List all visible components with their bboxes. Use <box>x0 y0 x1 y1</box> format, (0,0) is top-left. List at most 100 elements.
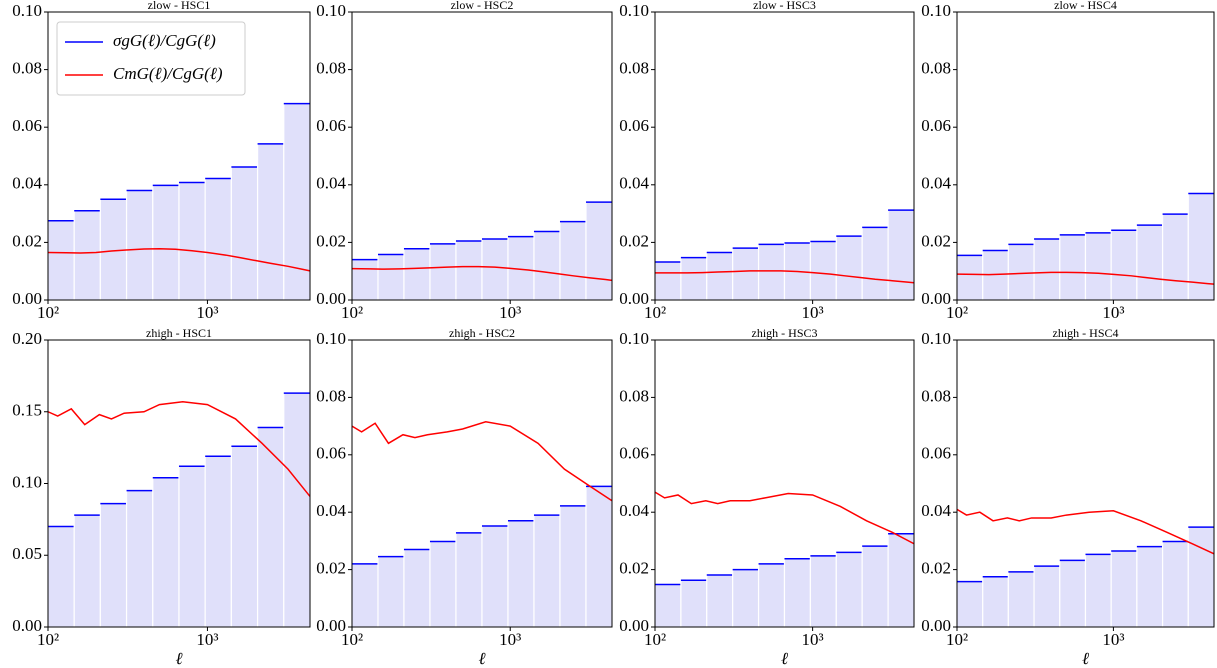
bar <box>956 581 984 628</box>
axes-frame <box>956 339 1215 628</box>
subplot-title: zlow - HSC1 <box>148 0 211 12</box>
bar <box>732 247 760 301</box>
axes-frame <box>654 339 915 628</box>
bar <box>706 251 734 301</box>
x-tick-label: 10³ <box>499 303 521 322</box>
y-tick-label: 0.04 <box>316 501 346 520</box>
bar <box>204 455 232 628</box>
axes-frame <box>654 11 915 301</box>
y-tick-label: 0.06 <box>921 116 951 135</box>
bar <box>1187 526 1215 628</box>
bar <box>152 184 180 301</box>
y-tick-label: 0.04 <box>619 501 649 520</box>
y-tick-label: 0.02 <box>619 231 649 250</box>
bar <box>1033 238 1061 301</box>
y-tick-label: 0.02 <box>12 231 42 250</box>
bar <box>982 576 1009 628</box>
y-tick-label: 0.10 <box>316 329 346 348</box>
bar <box>585 485 613 628</box>
bar <box>1084 232 1112 301</box>
bar <box>73 210 101 301</box>
bar <box>887 209 915 301</box>
y-tick-label: 0.10 <box>12 472 42 491</box>
y-tick-label: 0.02 <box>921 231 951 250</box>
y-tick-label: 0.02 <box>316 231 346 250</box>
axes-frame <box>351 11 613 301</box>
x-tick-label: 10² <box>341 630 363 649</box>
x-axis-label: ℓ <box>781 649 788 668</box>
bar <box>256 143 285 301</box>
bar <box>351 563 379 628</box>
subplot: 0.00 0.05 0.10 0.15 0.20 10² 10³ zhigh - HSC1 ℓ <box>12 326 311 668</box>
x-tick-label: 10³ <box>196 303 218 322</box>
x-tick-label: 10² <box>37 303 59 322</box>
bar <box>1033 565 1061 628</box>
subplot-title: zhigh - HSC3 <box>752 326 818 340</box>
bar <box>1059 559 1087 628</box>
ratio-line <box>956 508 1215 555</box>
bar <box>1110 550 1138 628</box>
x-tick-label: 10³ <box>802 630 824 649</box>
x-tick-label: 10³ <box>1102 630 1124 649</box>
bar <box>178 181 206 301</box>
bar <box>757 563 786 628</box>
y-tick-label: 0.00 <box>316 616 346 635</box>
bar <box>861 545 889 628</box>
bar <box>783 558 811 628</box>
x-tick-label: 10² <box>644 630 666 649</box>
bar <box>47 220 75 301</box>
y-tick-label: 0.04 <box>12 174 42 193</box>
bar <box>1007 571 1035 628</box>
bar <box>809 555 837 628</box>
y-tick-label: 0.04 <box>316 174 346 193</box>
bar <box>283 392 311 628</box>
bar <box>1110 229 1138 301</box>
y-tick-label: 0.10 <box>316 1 346 20</box>
bar <box>507 520 535 628</box>
bar <box>1136 546 1164 628</box>
ratio-line <box>47 247 311 272</box>
bar <box>809 240 837 301</box>
ratio-line <box>351 265 613 282</box>
bar <box>533 230 561 301</box>
bar <box>481 525 509 628</box>
bar <box>706 574 734 628</box>
y-tick-label: 0.10 <box>619 1 649 20</box>
subplot: 0.00 0.02 0.04 0.06 0.08 0.10 10² 10³ zhigh - HS… <box>619 326 915 668</box>
bar <box>47 525 75 628</box>
bar <box>533 514 561 628</box>
bar <box>1059 234 1087 301</box>
bar <box>1161 213 1189 301</box>
subplot: 0.00 0.02 0.04 0.06 0.08 0.10 10² 10³ zhigh - HS… <box>316 326 613 668</box>
bar <box>1084 553 1112 628</box>
bar <box>887 533 915 628</box>
axes-frame <box>47 11 311 301</box>
y-tick-label: 0.02 <box>921 559 951 578</box>
y-tick-label: 0.00 <box>12 289 42 308</box>
y-tick-label: 0.08 <box>921 386 951 405</box>
ratio-line <box>654 491 915 545</box>
y-tick-label: 0.06 <box>316 444 346 463</box>
x-tick-label: 10² <box>37 630 59 649</box>
ratio-line <box>351 421 613 502</box>
y-tick-label: 0.04 <box>921 501 951 520</box>
y-tick-label: 0.04 <box>619 174 649 193</box>
subplot-title: zhigh - HSC2 <box>449 326 515 340</box>
bar <box>956 254 984 301</box>
subplot: 0.00 0.02 0.04 0.06 0.08 0.10 10² 10³ zlow - HSC… <box>921 0 1215 322</box>
ratio-line <box>655 270 915 284</box>
y-tick-label: 0.05 <box>12 544 42 563</box>
x-tick-label: 10³ <box>802 303 824 322</box>
y-tick-label: 0.08 <box>619 386 649 405</box>
bar <box>559 221 587 301</box>
subplot-title: zlow - HSC3 <box>753 0 816 12</box>
y-tick-label: 0.06 <box>316 116 346 135</box>
y-tick-label: 0.15 <box>12 401 42 420</box>
bar <box>403 248 431 301</box>
bar <box>429 243 457 301</box>
bar <box>230 166 259 301</box>
y-tick-label: 0.00 <box>921 616 951 635</box>
bar <box>861 226 889 301</box>
x-tick-label: 10³ <box>196 630 218 649</box>
